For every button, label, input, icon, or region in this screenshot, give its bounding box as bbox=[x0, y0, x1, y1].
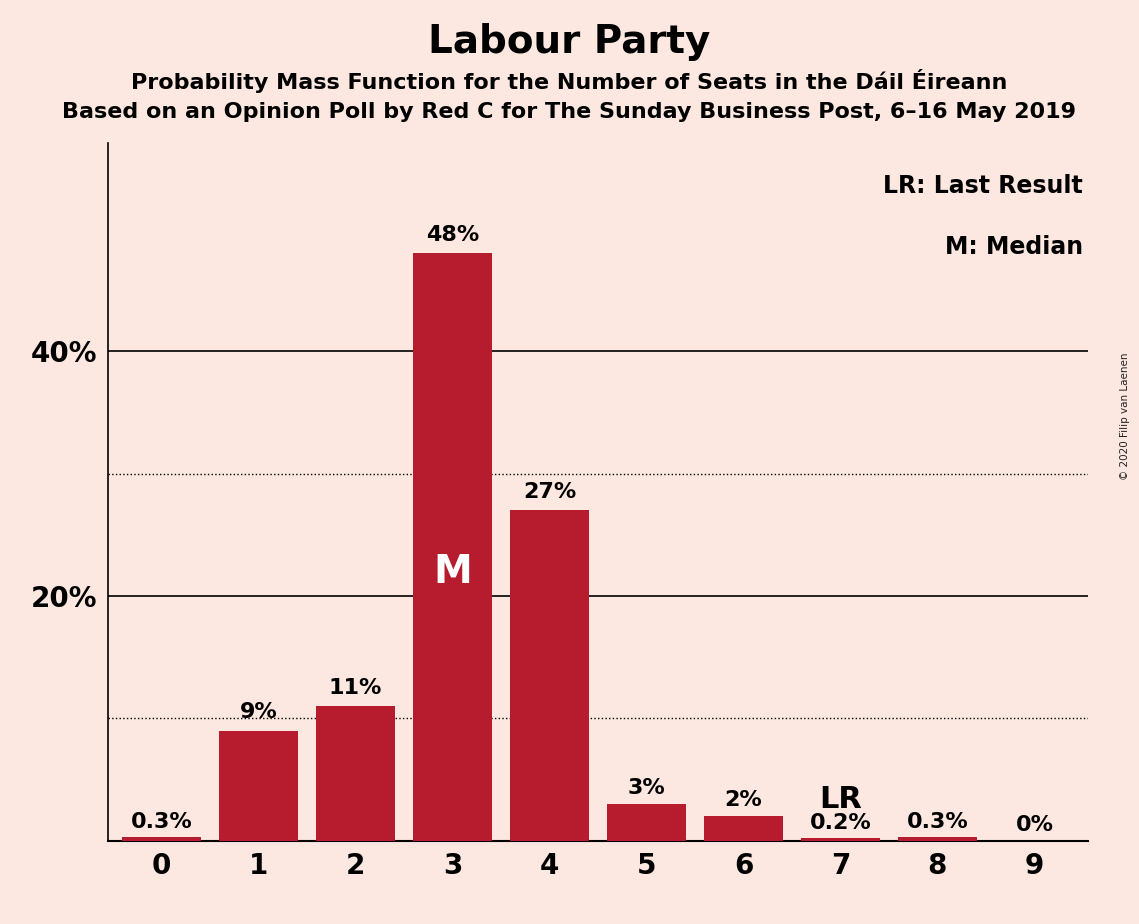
Text: LR: LR bbox=[819, 784, 862, 814]
Bar bbox=[510, 510, 589, 841]
Bar bbox=[219, 731, 298, 841]
Text: 9%: 9% bbox=[239, 702, 278, 723]
Text: M: M bbox=[433, 553, 472, 590]
Text: 2%: 2% bbox=[724, 790, 762, 810]
Text: LR: Last Result: LR: Last Result bbox=[883, 174, 1083, 198]
Text: 0.3%: 0.3% bbox=[907, 812, 968, 833]
Text: 0.3%: 0.3% bbox=[131, 812, 192, 833]
Bar bbox=[801, 838, 880, 841]
Bar bbox=[122, 837, 202, 841]
Bar bbox=[412, 253, 492, 841]
Text: 3%: 3% bbox=[628, 778, 665, 798]
Text: 0.2%: 0.2% bbox=[810, 813, 871, 833]
Text: M: Median: M: Median bbox=[944, 235, 1083, 259]
Text: Based on an Opinion Poll by Red C for The Sunday Business Post, 6–16 May 2019: Based on an Opinion Poll by Red C for Th… bbox=[63, 102, 1076, 122]
Bar bbox=[316, 706, 395, 841]
Text: 48%: 48% bbox=[426, 225, 480, 245]
Bar bbox=[607, 804, 686, 841]
Text: © 2020 Filip van Laenen: © 2020 Filip van Laenen bbox=[1120, 352, 1130, 480]
Text: 0%: 0% bbox=[1015, 815, 1054, 834]
Text: 27%: 27% bbox=[523, 481, 576, 502]
Bar bbox=[704, 817, 784, 841]
Text: 11%: 11% bbox=[329, 677, 383, 698]
Text: Probability Mass Function for the Number of Seats in the Dáil Éireann: Probability Mass Function for the Number… bbox=[131, 69, 1008, 93]
Bar bbox=[898, 837, 977, 841]
Text: Labour Party: Labour Party bbox=[428, 23, 711, 61]
